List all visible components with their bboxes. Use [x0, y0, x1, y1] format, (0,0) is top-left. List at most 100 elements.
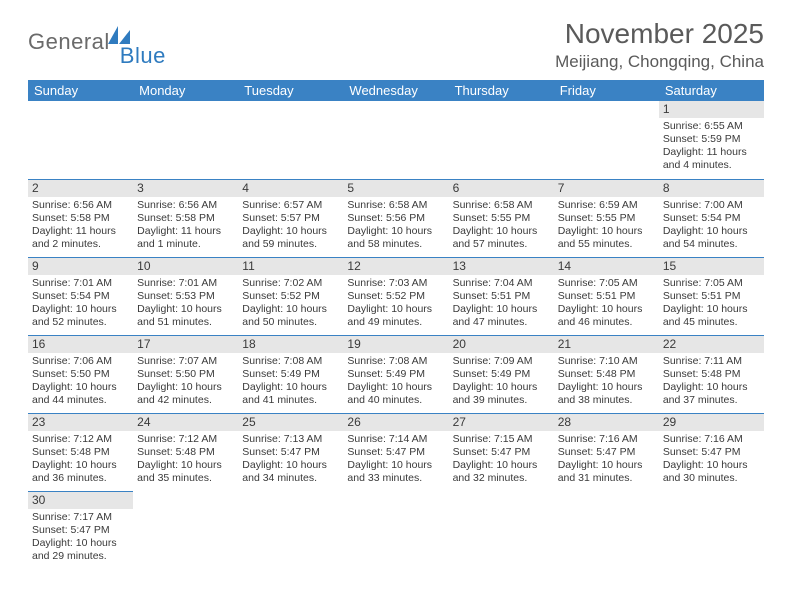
sunrise-text: Sunrise: 6:55 AM [663, 120, 760, 133]
sunset-text: Sunset: 5:48 PM [663, 368, 760, 381]
day-number: 14 [554, 257, 659, 275]
dow-tuesday: Tuesday [238, 80, 343, 101]
day-number: 20 [449, 335, 554, 353]
logo-text-blue: Blue [120, 43, 166, 69]
day-body: Sunrise: 6:56 AMSunset: 5:58 PMDaylight:… [133, 197, 238, 254]
calendar-cell: 21Sunrise: 7:10 AMSunset: 5:48 PMDayligh… [554, 335, 659, 413]
dow-row: Sunday Monday Tuesday Wednesday Thursday… [28, 80, 764, 101]
calendar-cell: 27Sunrise: 7:15 AMSunset: 5:47 PMDayligh… [449, 413, 554, 491]
day-body: Sunrise: 7:10 AMSunset: 5:48 PMDaylight:… [554, 353, 659, 410]
daylight-text: Daylight: 10 hours and 44 minutes. [32, 381, 129, 407]
day-number: 19 [343, 335, 448, 353]
day-number: 18 [238, 335, 343, 353]
day-body: Sunrise: 7:02 AMSunset: 5:52 PMDaylight:… [238, 275, 343, 332]
daylight-text: Daylight: 10 hours and 35 minutes. [137, 459, 234, 485]
calendar-cell [554, 491, 659, 569]
day-body: Sunrise: 7:05 AMSunset: 5:51 PMDaylight:… [554, 275, 659, 332]
day-body: Sunrise: 6:58 AMSunset: 5:55 PMDaylight:… [449, 197, 554, 254]
day-number: 9 [28, 257, 133, 275]
day-number: 1 [659, 101, 764, 118]
day-number: 13 [449, 257, 554, 275]
sunset-text: Sunset: 5:52 PM [347, 290, 444, 303]
sunrise-text: Sunrise: 7:08 AM [347, 355, 444, 368]
day-body: Sunrise: 7:08 AMSunset: 5:49 PMDaylight:… [238, 353, 343, 410]
sunrise-text: Sunrise: 7:11 AM [663, 355, 760, 368]
sunset-text: Sunset: 5:52 PM [242, 290, 339, 303]
sunset-text: Sunset: 5:47 PM [242, 446, 339, 459]
dow-thursday: Thursday [449, 80, 554, 101]
day-body: Sunrise: 6:58 AMSunset: 5:56 PMDaylight:… [343, 197, 448, 254]
sunset-text: Sunset: 5:51 PM [558, 290, 655, 303]
sunset-text: Sunset: 5:58 PM [137, 212, 234, 225]
day-body: Sunrise: 7:17 AMSunset: 5:47 PMDaylight:… [28, 509, 133, 566]
daylight-text: Daylight: 10 hours and 32 minutes. [453, 459, 550, 485]
sunrise-text: Sunrise: 7:07 AM [137, 355, 234, 368]
sunrise-text: Sunrise: 7:01 AM [32, 277, 129, 290]
day-number: 29 [659, 413, 764, 431]
sunrise-text: Sunrise: 6:58 AM [347, 199, 444, 212]
calendar-cell: 3Sunrise: 6:56 AMSunset: 5:58 PMDaylight… [133, 179, 238, 257]
dow-sunday: Sunday [28, 80, 133, 101]
sunrise-text: Sunrise: 7:16 AM [558, 433, 655, 446]
dow-monday: Monday [133, 80, 238, 101]
day-body: Sunrise: 7:12 AMSunset: 5:48 PMDaylight:… [133, 431, 238, 488]
sunrise-text: Sunrise: 7:03 AM [347, 277, 444, 290]
day-number: 2 [28, 179, 133, 197]
sunrise-text: Sunrise: 7:05 AM [558, 277, 655, 290]
calendar-cell: 23Sunrise: 7:12 AMSunset: 5:48 PMDayligh… [28, 413, 133, 491]
calendar-cell: 9Sunrise: 7:01 AMSunset: 5:54 PMDaylight… [28, 257, 133, 335]
sunset-text: Sunset: 5:48 PM [137, 446, 234, 459]
day-number: 23 [28, 413, 133, 431]
day-number: 11 [238, 257, 343, 275]
calendar-cell: 29Sunrise: 7:16 AMSunset: 5:47 PMDayligh… [659, 413, 764, 491]
month-title: November 2025 [555, 18, 764, 50]
calendar-week: 30Sunrise: 7:17 AMSunset: 5:47 PMDayligh… [28, 491, 764, 569]
calendar-cell: 28Sunrise: 7:16 AMSunset: 5:47 PMDayligh… [554, 413, 659, 491]
day-number: 10 [133, 257, 238, 275]
sunrise-text: Sunrise: 7:14 AM [347, 433, 444, 446]
calendar-cell [343, 101, 448, 179]
daylight-text: Daylight: 10 hours and 30 minutes. [663, 459, 760, 485]
sunrise-text: Sunrise: 7:12 AM [32, 433, 129, 446]
day-number: 24 [133, 413, 238, 431]
sunset-text: Sunset: 5:50 PM [137, 368, 234, 381]
daylight-text: Daylight: 10 hours and 58 minutes. [347, 225, 444, 251]
day-body: Sunrise: 7:16 AMSunset: 5:47 PMDaylight:… [554, 431, 659, 488]
sunset-text: Sunset: 5:49 PM [347, 368, 444, 381]
title-block: November 2025 Meijiang, Chongqing, China [555, 18, 764, 72]
calendar-cell: 6Sunrise: 6:58 AMSunset: 5:55 PMDaylight… [449, 179, 554, 257]
day-body: Sunrise: 7:08 AMSunset: 5:49 PMDaylight:… [343, 353, 448, 410]
calendar-week: 2Sunrise: 6:56 AMSunset: 5:58 PMDaylight… [28, 179, 764, 257]
day-body: Sunrise: 7:09 AMSunset: 5:49 PMDaylight:… [449, 353, 554, 410]
sunrise-text: Sunrise: 7:15 AM [453, 433, 550, 446]
sunrise-text: Sunrise: 7:08 AM [242, 355, 339, 368]
day-number: 4 [238, 179, 343, 197]
day-number: 17 [133, 335, 238, 353]
calendar-cell [343, 491, 448, 569]
calendar-cell [133, 491, 238, 569]
calendar-cell [238, 101, 343, 179]
calendar-cell: 2Sunrise: 6:56 AMSunset: 5:58 PMDaylight… [28, 179, 133, 257]
sunrise-text: Sunrise: 6:57 AM [242, 199, 339, 212]
daylight-text: Daylight: 10 hours and 45 minutes. [663, 303, 760, 329]
day-number: 16 [28, 335, 133, 353]
sunset-text: Sunset: 5:49 PM [242, 368, 339, 381]
day-number: 26 [343, 413, 448, 431]
day-body: Sunrise: 6:57 AMSunset: 5:57 PMDaylight:… [238, 197, 343, 254]
calendar-cell: 26Sunrise: 7:14 AMSunset: 5:47 PMDayligh… [343, 413, 448, 491]
sunrise-text: Sunrise: 7:09 AM [453, 355, 550, 368]
day-body: Sunrise: 6:59 AMSunset: 5:55 PMDaylight:… [554, 197, 659, 254]
day-number: 15 [659, 257, 764, 275]
daylight-text: Daylight: 10 hours and 49 minutes. [347, 303, 444, 329]
calendar-cell: 15Sunrise: 7:05 AMSunset: 5:51 PMDayligh… [659, 257, 764, 335]
calendar-cell [28, 101, 133, 179]
daylight-text: Daylight: 11 hours and 2 minutes. [32, 225, 129, 251]
day-body: Sunrise: 7:07 AMSunset: 5:50 PMDaylight:… [133, 353, 238, 410]
daylight-text: Daylight: 10 hours and 37 minutes. [663, 381, 760, 407]
sunset-text: Sunset: 5:53 PM [137, 290, 234, 303]
calendar-cell: 24Sunrise: 7:12 AMSunset: 5:48 PMDayligh… [133, 413, 238, 491]
sunrise-text: Sunrise: 7:13 AM [242, 433, 339, 446]
calendar-cell: 7Sunrise: 6:59 AMSunset: 5:55 PMDaylight… [554, 179, 659, 257]
calendar-cell [449, 491, 554, 569]
calendar-cell: 5Sunrise: 6:58 AMSunset: 5:56 PMDaylight… [343, 179, 448, 257]
